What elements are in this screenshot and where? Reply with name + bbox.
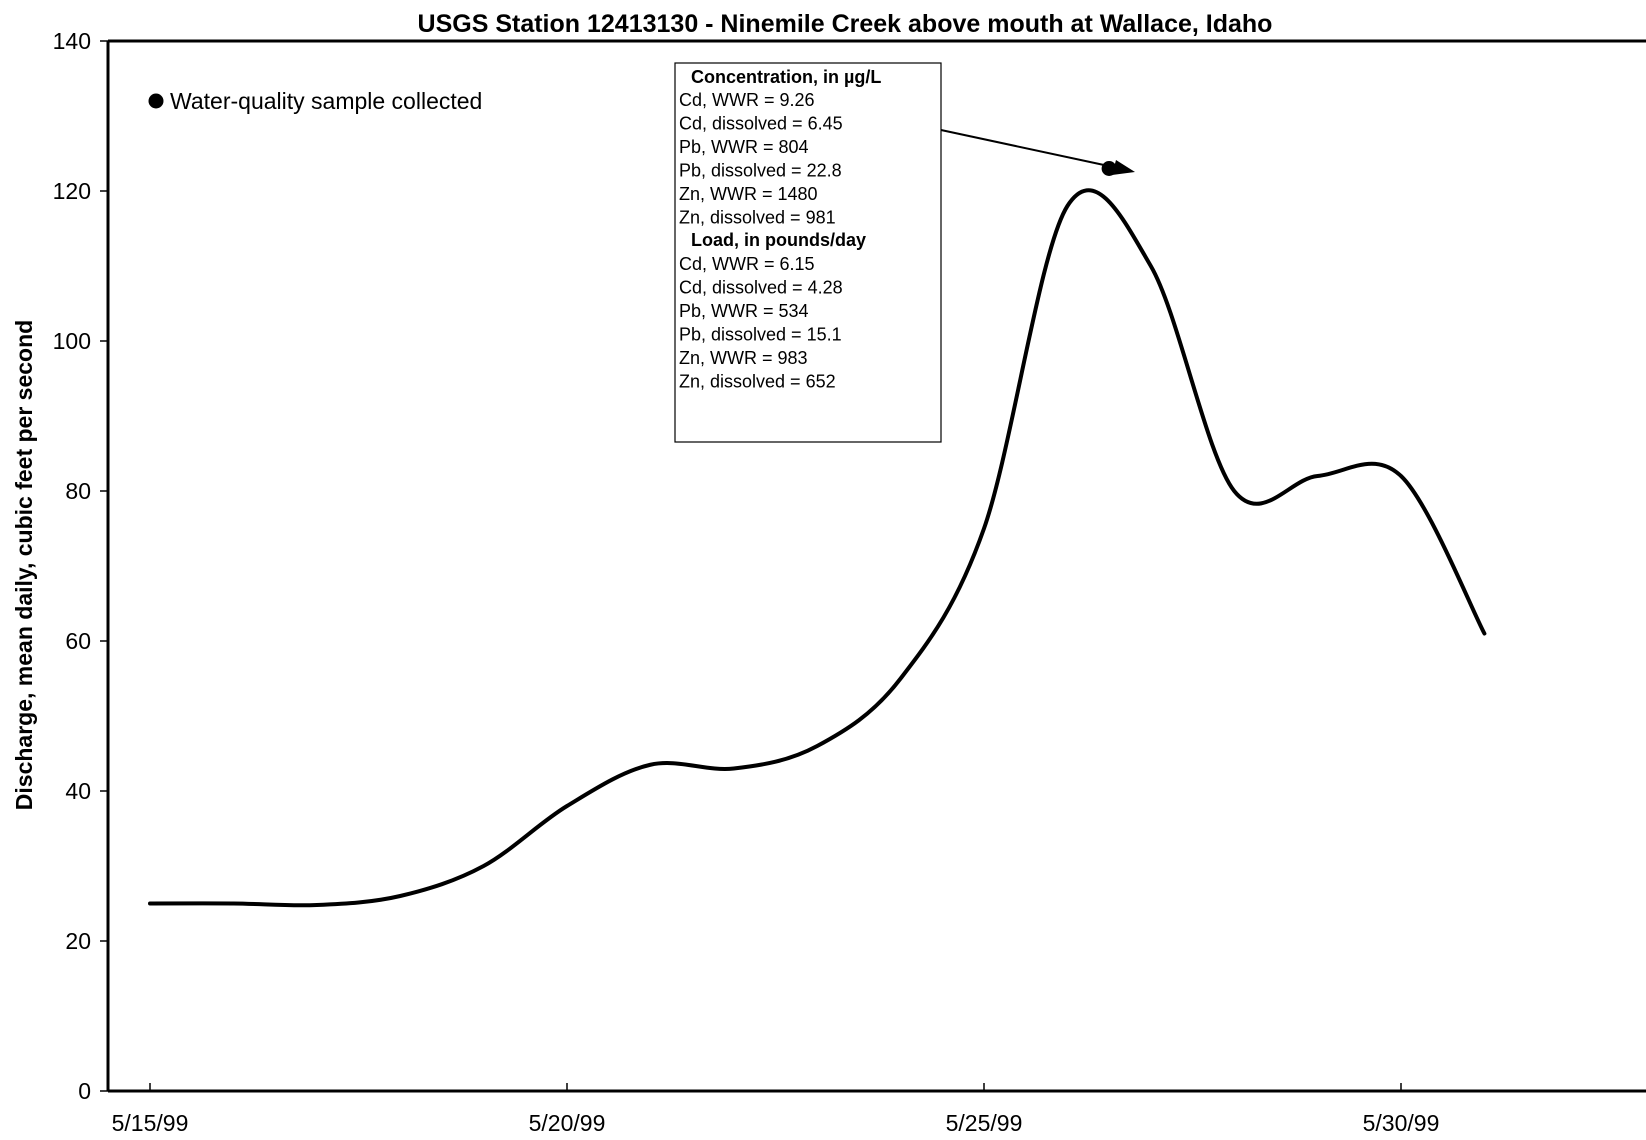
- y-tick-label: 80: [65, 478, 91, 504]
- y-tick-label: 20: [65, 928, 91, 954]
- y-tick-label: 140: [53, 28, 91, 54]
- annotation-frame: [674, 62, 942, 443]
- series-layer: [148, 188, 1487, 908]
- load-line: Pb, dissolved = 15.1: [679, 325, 842, 345]
- load-line: Zn, WWR = 983: [679, 348, 808, 368]
- concentration-line: Pb, dissolved = 22.8: [679, 161, 842, 181]
- concentration-line: Cd, dissolved = 6.45: [679, 114, 843, 134]
- load-line: Pb, WWR = 534: [679, 301, 809, 321]
- chart-title: USGS Station 12413130 - Ninemile Creek a…: [418, 10, 1273, 38]
- concentration-line: Cd, WWR = 9.26: [679, 90, 815, 110]
- arrow-head: [1112, 160, 1135, 175]
- discharge-line: [148, 188, 1487, 908]
- load-line: Cd, WWR = 6.15: [679, 254, 815, 274]
- x-tick-label: 5/15/99: [112, 1110, 189, 1136]
- arrow-shaft: [940, 129, 1119, 169]
- load-line: Zn, dissolved = 652: [679, 372, 836, 392]
- y-tick-label: 40: [65, 778, 91, 804]
- load-heading: Load, in pounds/day: [691, 230, 866, 250]
- load-lines: Cd, WWR = 6.15 Cd, dissolved = 4.28 Pb, WW…: [679, 254, 843, 392]
- y-tick-label: 60: [65, 628, 91, 654]
- x-tick-label: 5/30/99: [1363, 1110, 1440, 1136]
- concentration-line: Pb, WWR = 804: [679, 137, 809, 157]
- y-tick-label: 100: [53, 328, 91, 354]
- legend: Water-quality sample collected: [148, 88, 482, 114]
- x-axis-ticks: 5/15/99 5/20/99 5/25/99 5/30/99: [112, 1083, 1440, 1136]
- concentration-heading: Concentration, in µg/L: [691, 67, 881, 87]
- legend-label: Water-quality sample collected: [170, 88, 482, 114]
- x-tick-label: 5/20/99: [529, 1110, 606, 1136]
- y-tick-label: 0: [78, 1078, 91, 1104]
- x-tick-label: 5/25/99: [946, 1110, 1023, 1136]
- legend-marker: [148, 93, 164, 109]
- concentration-line: Zn, WWR = 1480: [679, 184, 818, 204]
- y-axis-label: Discharge, mean daily, cubic feet per se…: [11, 320, 37, 810]
- annotation-arrow: [940, 129, 1135, 175]
- concentration-line: Zn, dissolved = 981: [679, 208, 836, 228]
- y-tick-label: 120: [53, 178, 91, 204]
- y-axis-ticks: 0 20 40 60 80 100 120 140: [53, 28, 108, 1104]
- load-line: Cd, dissolved = 4.28: [679, 278, 843, 298]
- concentration-lines: Cd, WWR = 9.26 Cd, dissolved = 6.45 Pb, WW…: [679, 90, 843, 228]
- annotation-box: Concentration, in µg/L Cd, WWR = 9.26Cd,…: [674, 62, 942, 443]
